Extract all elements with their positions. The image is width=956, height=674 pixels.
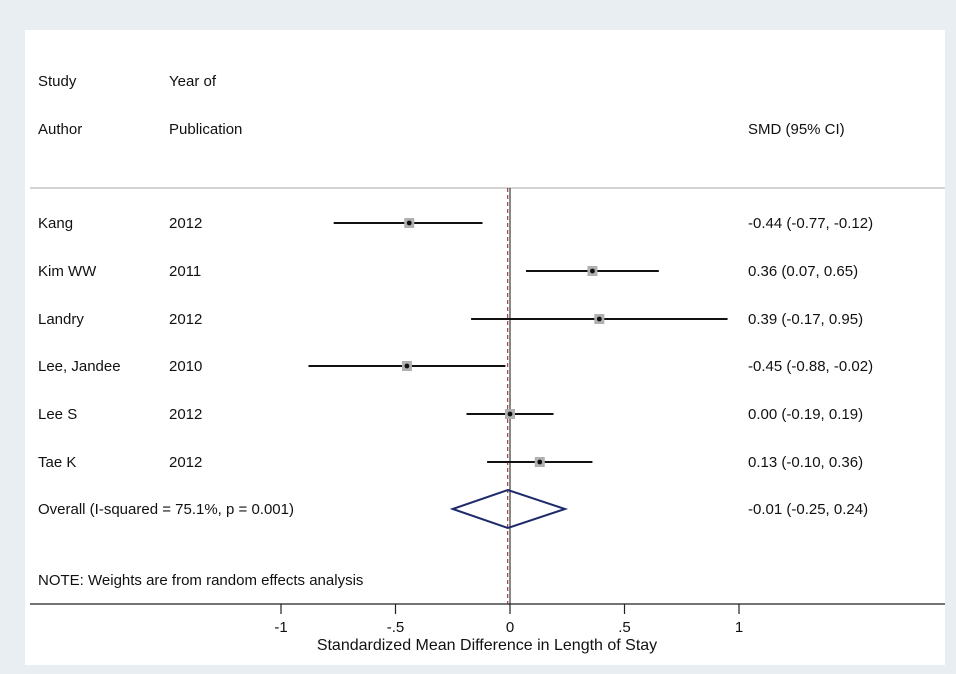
study-year: 2012 <box>169 311 203 328</box>
plot-panel <box>25 30 945 665</box>
study-author: Lee S <box>38 406 78 423</box>
x-tick-label: 1 <box>734 619 744 636</box>
study-point-estimate <box>406 220 412 226</box>
note-text: NOTE: Weights are from random effects an… <box>38 572 364 589</box>
study-smd-ci: -0.44 (-0.77, -0.12) <box>748 215 874 232</box>
header-smd: SMD (95% CI) <box>748 121 845 138</box>
study-author: Landry <box>38 311 84 328</box>
study-year: 2012 <box>169 406 203 423</box>
study-author: Lee, Jandee <box>38 358 121 375</box>
study-year: 2012 <box>169 454 203 471</box>
overall-diamond <box>449 488 569 530</box>
study-smd-ci: -0.45 (-0.88, -0.02) <box>748 358 874 375</box>
overall-smd-ci: -0.01 (-0.25, 0.24) <box>748 501 869 518</box>
x-axis-label: Standardized Mean Difference in Length o… <box>316 637 658 654</box>
header-year: Year of <box>169 73 216 90</box>
study-author: Kim WW <box>38 263 97 280</box>
study-smd-ci: 0.00 (-0.19, 0.19) <box>748 406 864 423</box>
header-publication: Publication <box>169 121 243 138</box>
study-smd-ci: 0.13 (-0.10, 0.36) <box>748 454 864 471</box>
study-smd-ci: 0.36 (0.07, 0.65) <box>748 263 859 280</box>
x-tick-label: 0 <box>505 619 515 636</box>
overall-label: Overall (I-squared = 75.1%, p = 0.001) <box>38 501 294 518</box>
x-tick-label: -.5 <box>386 619 405 636</box>
study-point-estimate <box>507 411 513 417</box>
x-tick-label: .5 <box>618 619 631 636</box>
study-point-estimate <box>404 363 410 369</box>
study-point-estimate <box>596 316 602 322</box>
study-point-estimate <box>590 268 595 274</box>
study-author: Tae K <box>38 454 77 471</box>
study-point-estimate <box>537 459 543 465</box>
study-year: 2012 <box>169 215 203 232</box>
header-study: Study <box>38 73 77 90</box>
study-smd-ci: 0.39 (-0.17, 0.95) <box>748 311 864 328</box>
study-author: Kang <box>38 215 74 232</box>
x-tick-label: -1 <box>274 619 288 636</box>
study-year: 2010 <box>169 358 203 375</box>
study-year: 2011 <box>169 263 202 280</box>
header-author: Author <box>38 121 83 138</box>
